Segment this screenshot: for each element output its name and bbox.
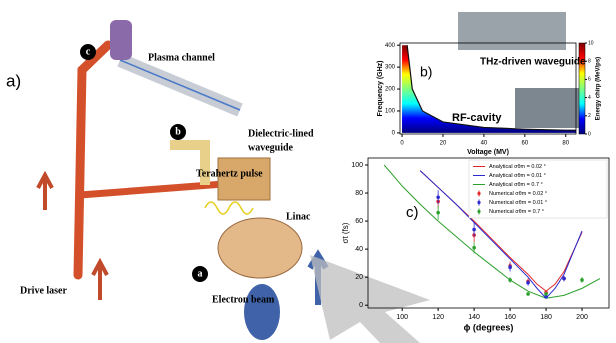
legend-label: Numerical σθm = 0.01 ° (489, 200, 547, 206)
legend-swatch (477, 192, 480, 195)
x-tick-label: 60 (521, 141, 528, 147)
y-tick-label: 20 (355, 274, 363, 281)
colorbar-tick-label: 2 (588, 113, 591, 119)
laser-arrow (93, 262, 107, 300)
x-tick-label: 80 (562, 141, 569, 147)
figure: c b a a) Plasma channel Dielectric-lined… (0, 0, 616, 343)
legend-label: Numerical σθm = 0.7 ° (489, 209, 544, 215)
y-axis-title: σt (fs) (341, 222, 350, 243)
label: Electron beam (212, 294, 275, 305)
legend-label: Analytical σθm = 0.02 ° (489, 164, 546, 170)
laser-beam (78, 45, 108, 275)
colorbar-tick-label: 6 (588, 77, 591, 83)
point (562, 277, 566, 281)
y-tick-label: 0 (359, 302, 363, 309)
point (508, 278, 512, 282)
label: waveguide (248, 142, 294, 153)
circle-label: c (86, 46, 91, 57)
photo (515, 88, 585, 128)
y-tick-label: 80 (355, 190, 363, 197)
y-tick-label: 400 (385, 43, 396, 49)
thz-pulse (205, 202, 253, 214)
panel-label: c) (406, 204, 419, 221)
x-axis-title: ϕ (degrees) (464, 322, 514, 332)
x-tick-label: 20 (440, 141, 447, 147)
pointer-overlay (310, 255, 430, 343)
y-tick-label: 300 (385, 65, 396, 71)
linac-body (218, 218, 302, 278)
x-tick-label: 0 (400, 141, 404, 147)
label: Drive laser (20, 285, 67, 296)
x-tick-label: 160 (504, 314, 516, 321)
panel-label: a) (6, 71, 21, 90)
point (526, 281, 530, 285)
annotation: THz-driven waveguide (480, 57, 586, 68)
point (580, 278, 584, 282)
electron-bunch (244, 284, 280, 340)
colorbar-tick-label: 10 (588, 40, 594, 46)
point (436, 195, 440, 199)
y-tick-label: 40 (355, 246, 363, 253)
annotation: RF-cavity (452, 112, 502, 124)
label: Dielectric-lined (248, 128, 314, 139)
y-tick-label: 200 (385, 87, 396, 93)
x-tick-label: 120 (432, 314, 444, 321)
label: Linac (286, 211, 311, 222)
plasma-cell (110, 20, 132, 60)
legend-label: Analytical σθm = 0.7 ° (489, 182, 543, 188)
x-tick-label: 180 (540, 314, 552, 321)
y-tick-label: 100 (385, 109, 396, 115)
point (544, 292, 548, 296)
point (526, 292, 530, 296)
colorbar-tick-label: 0 (588, 131, 591, 137)
annotation: b) (420, 64, 432, 80)
colorbar-tick-label: 8 (588, 59, 591, 65)
electron-path (120, 60, 240, 110)
legend-swatch (477, 210, 480, 213)
x-tick-label: 40 (481, 141, 488, 147)
label: Terahertz pulse (196, 168, 263, 179)
point (436, 211, 440, 215)
y-tick-label: 100 (351, 162, 363, 169)
laser-arrow (38, 175, 52, 210)
x-tick-label: 100 (396, 314, 408, 321)
x-axis-title: Voltage (MV) (467, 149, 509, 156)
point (508, 266, 512, 270)
colorbar-title: Energy chirp (MeV/ps) (596, 57, 602, 120)
label: Plasma channel (148, 52, 215, 63)
y-tick-label: 0 (392, 130, 396, 136)
colorbar-tick-label: 4 (588, 95, 591, 101)
legend-label: Analytical σθm = 0.01 ° (489, 173, 546, 179)
photo (458, 12, 566, 50)
circle-label: b (175, 126, 181, 137)
point (472, 228, 476, 232)
y-axis-title: Frequency (GHz) (377, 60, 384, 116)
x-tick-label: 200 (576, 314, 588, 321)
legend-label: Numerical σθm = 0.02 ° (489, 191, 547, 197)
legend-swatch (477, 201, 480, 204)
y-tick-label: 60 (355, 218, 363, 225)
point (472, 246, 476, 250)
circle-label: a (198, 268, 203, 279)
x-tick-label: 140 (468, 314, 480, 321)
